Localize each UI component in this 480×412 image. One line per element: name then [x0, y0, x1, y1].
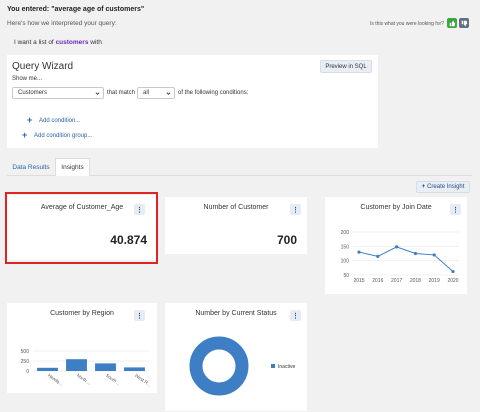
y-tick-label: 200 — [341, 230, 350, 236]
interpretation-label: Here's how we interpreted your query: — [7, 20, 117, 27]
more-vertical-icon: ⋮ — [136, 206, 143, 214]
x-tick-label: North ... — [76, 373, 92, 386]
card-title: Customer by Join Date — [360, 204, 432, 211]
series-line — [358, 246, 454, 272]
tab-data-results[interactable]: Data Results — [12, 164, 50, 171]
insight-card-region: Customer by Region ⋮ 0 250 500 Headq... Nort… — [7, 303, 157, 393]
bar — [66, 359, 87, 371]
match-select[interactable]: all — [137, 87, 175, 99]
y-tick-label: 50 — [343, 273, 349, 279]
bar — [37, 367, 58, 371]
insight-card-join-date: Customer by Join Date ⋮ 50 100 150 200 2015 2… — [325, 197, 467, 294]
card-title: Number of Customer — [203, 204, 269, 211]
thumbs-down-button[interactable] — [459, 18, 469, 28]
data-point — [395, 245, 399, 249]
entity-select[interactable]: Customers — [12, 87, 104, 99]
bar — [124, 367, 145, 371]
highlight-box — [5, 192, 158, 264]
card-title: Average of Customer_Age — [40, 204, 124, 211]
chevron-down-icon — [95, 92, 100, 95]
add-condition-group-label: Add condition group... — [34, 132, 93, 139]
region-bar-chart: 0 250 500 Headq... North ... South ... West R.… — [21, 349, 152, 388]
x-tick-label: 2020 — [447, 278, 458, 284]
card-value: 40.874 — [110, 233, 147, 247]
x-tick-label: Headq... — [47, 373, 64, 387]
card-menu-button[interactable]: ⋮ — [290, 204, 301, 215]
more-vertical-icon: ⋮ — [136, 312, 143, 320]
card-title: Customer by Region — [50, 310, 114, 317]
query-entity-keyword[interactable]: customers — [55, 39, 89, 46]
data-point — [413, 251, 417, 256]
more-vertical-icon: ⋮ — [452, 206, 459, 214]
y-tick-label: 500 — [21, 349, 30, 355]
x-tick-label: 2018 — [410, 278, 421, 284]
y-tick-label: 150 — [341, 244, 350, 250]
join-date-line-chart: 50 100 150 200 2015 2016 2017 2018 2019 2020 — [341, 230, 459, 284]
add-condition-link[interactable]: + Add condition... — [27, 115, 81, 125]
chevron-down-icon — [166, 92, 171, 95]
bar — [95, 363, 116, 371]
plus-icon: + — [421, 184, 426, 190]
data-point — [357, 250, 361, 254]
tab-divider — [7, 175, 472, 176]
card-menu-button[interactable]: ⋮ — [290, 310, 301, 321]
x-tick-label: 2016 — [372, 278, 383, 284]
query-wizard-title: Query Wizard — [12, 61, 74, 72]
entity-select-value: Customers — [18, 90, 48, 96]
legend-swatch — [271, 364, 275, 368]
card-menu-button[interactable]: ⋮ — [450, 204, 461, 215]
query-suffix: with — [90, 39, 102, 46]
create-insight-button[interactable]: + Create Insight — [416, 181, 470, 193]
query-prefix: I want a list of — [14, 39, 54, 46]
card-menu-button[interactable]: ⋮ — [134, 310, 145, 321]
query-wizard-panel: Query Wizard Preview in SQL Show me... C… — [7, 55, 378, 148]
donut-slice — [189, 336, 249, 396]
add-condition-group-link[interactable]: + Add condition group... — [22, 130, 93, 140]
add-condition-label: Add condition... — [39, 117, 81, 124]
legend-label: Inactive — [278, 364, 295, 370]
data-point — [376, 254, 380, 258]
match-select-value: all — [143, 90, 150, 96]
status-donut-chart: Inactive — [189, 336, 295, 396]
you-entered-text: You entered: "average age of customers" — [7, 6, 145, 13]
tab-insights[interactable]: Insights — [55, 158, 90, 176]
x-tick-label: West R... — [134, 373, 152, 388]
more-vertical-icon: ⋮ — [292, 206, 299, 214]
insight-card-customer-count: Number of Customer ⋮ 700 — [165, 197, 307, 254]
plus-icon: + — [22, 130, 28, 140]
insight-card-status: Number by Current Status ⋮ Inactive — [165, 303, 307, 411]
more-vertical-icon: ⋮ — [292, 312, 299, 320]
preview-sql-button[interactable]: Preview in SQL — [320, 60, 372, 73]
data-point — [432, 253, 436, 257]
card-title: Number by Current Status — [195, 310, 277, 317]
y-tick-label: 100 — [341, 259, 350, 265]
y-tick-label: 250 — [21, 359, 30, 365]
show-me-label: Show me... — [12, 76, 43, 82]
plus-icon: + — [27, 115, 33, 125]
create-insight-label: Create Insight — [427, 184, 465, 190]
card-menu-button[interactable]: ⋮ — [134, 204, 145, 215]
card-value: 700 — [276, 233, 297, 247]
insight-card-average-age: Average of Customer_Age ⋮ 40.874 — [7, 195, 157, 260]
thumbs-up-icon — [449, 20, 455, 26]
x-tick-label: 2019 — [429, 278, 440, 284]
x-tick-label: 2017 — [391, 278, 402, 284]
x-tick-label: South ... — [105, 373, 122, 387]
that-match-label: that match — [107, 90, 136, 96]
following-conditions-label: of the following conditions: — [178, 90, 249, 96]
thumbs-up-button[interactable] — [447, 18, 457, 28]
feedback-question: Is this what you were looking for? — [370, 21, 444, 27]
thumbs-down-icon — [461, 20, 467, 26]
query-sentence: I want a list of customers with — [14, 39, 102, 46]
y-tick-label: 0 — [26, 369, 29, 375]
data-point — [451, 269, 455, 274]
x-tick-label: 2015 — [353, 278, 364, 284]
